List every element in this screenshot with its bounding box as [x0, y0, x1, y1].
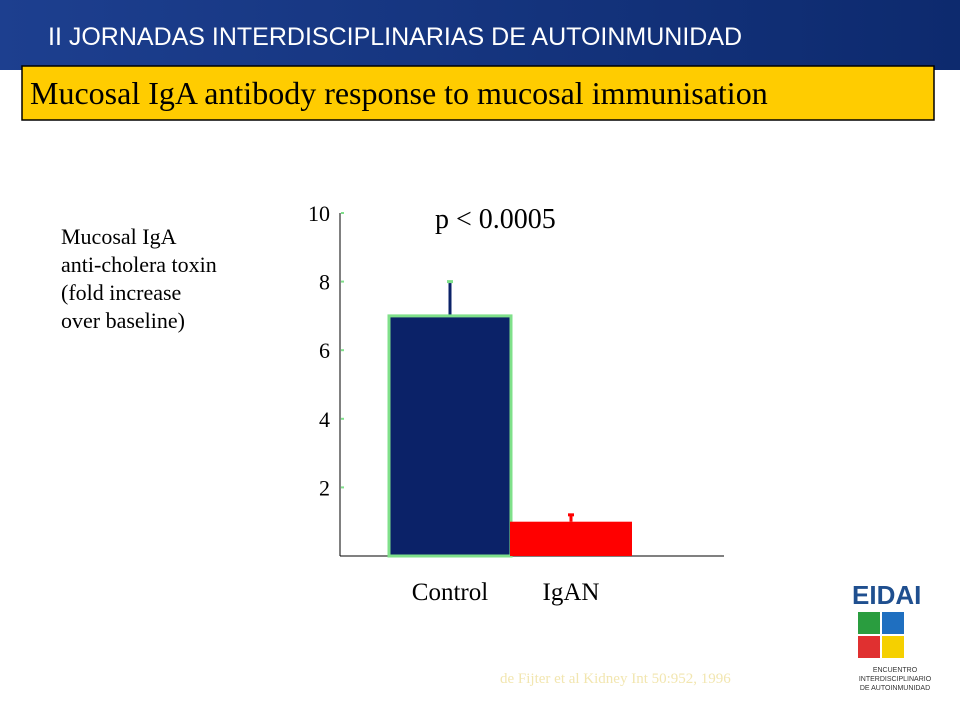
logo-shape: [858, 636, 880, 658]
header-title: II JORNADAS INTERDISCIPLINARIAS DE AUTOI…: [48, 23, 742, 51]
y-axis-label: Mucosal IgA: [61, 224, 177, 249]
logo-shape: [882, 612, 904, 634]
y-axis-label: (fold increase: [61, 280, 181, 305]
logo-subtitle: INTERDISCIPLINARIO: [859, 676, 932, 683]
y-tick-label: 8: [319, 270, 330, 295]
logo-shape: [882, 636, 904, 658]
chart: 2 4 6 8 10 Mucosal IgA anti-cholera toxin (fold…: [61, 201, 724, 606]
logo-subtitle: ENCUENTRO: [873, 667, 918, 674]
y-tick-label: 4: [319, 407, 330, 432]
bar: [510, 521, 632, 556]
logo: EIDAI ENCUENTRO INTERDISCIPLINARIO DE AU…: [852, 580, 932, 692]
y-tick-label: 6: [319, 338, 330, 363]
bar: [387, 314, 513, 558]
x-tick-label: IgAN: [543, 579, 600, 606]
y-axis-label: anti-cholera toxin: [61, 252, 217, 277]
logo-name: EIDAI: [852, 580, 921, 610]
annotation: p < 0.0005: [435, 204, 556, 235]
y-axis-label: over baseline): [61, 308, 185, 333]
title-box: [21, 65, 935, 121]
header-band: [0, 0, 960, 70]
y-tick-label: 10: [308, 201, 330, 226]
logo-shape: [858, 612, 880, 634]
citation: de Fijter et al Kidney Int 50:952, 1996: [500, 671, 731, 687]
slide-title: Mucosal IgA antibody response to mucosal…: [30, 75, 768, 111]
x-tick-label: Control: [412, 579, 488, 606]
y-tick-label: 2: [319, 475, 330, 500]
logo-subtitle: DE AUTOINMUNIDAD: [860, 685, 930, 692]
